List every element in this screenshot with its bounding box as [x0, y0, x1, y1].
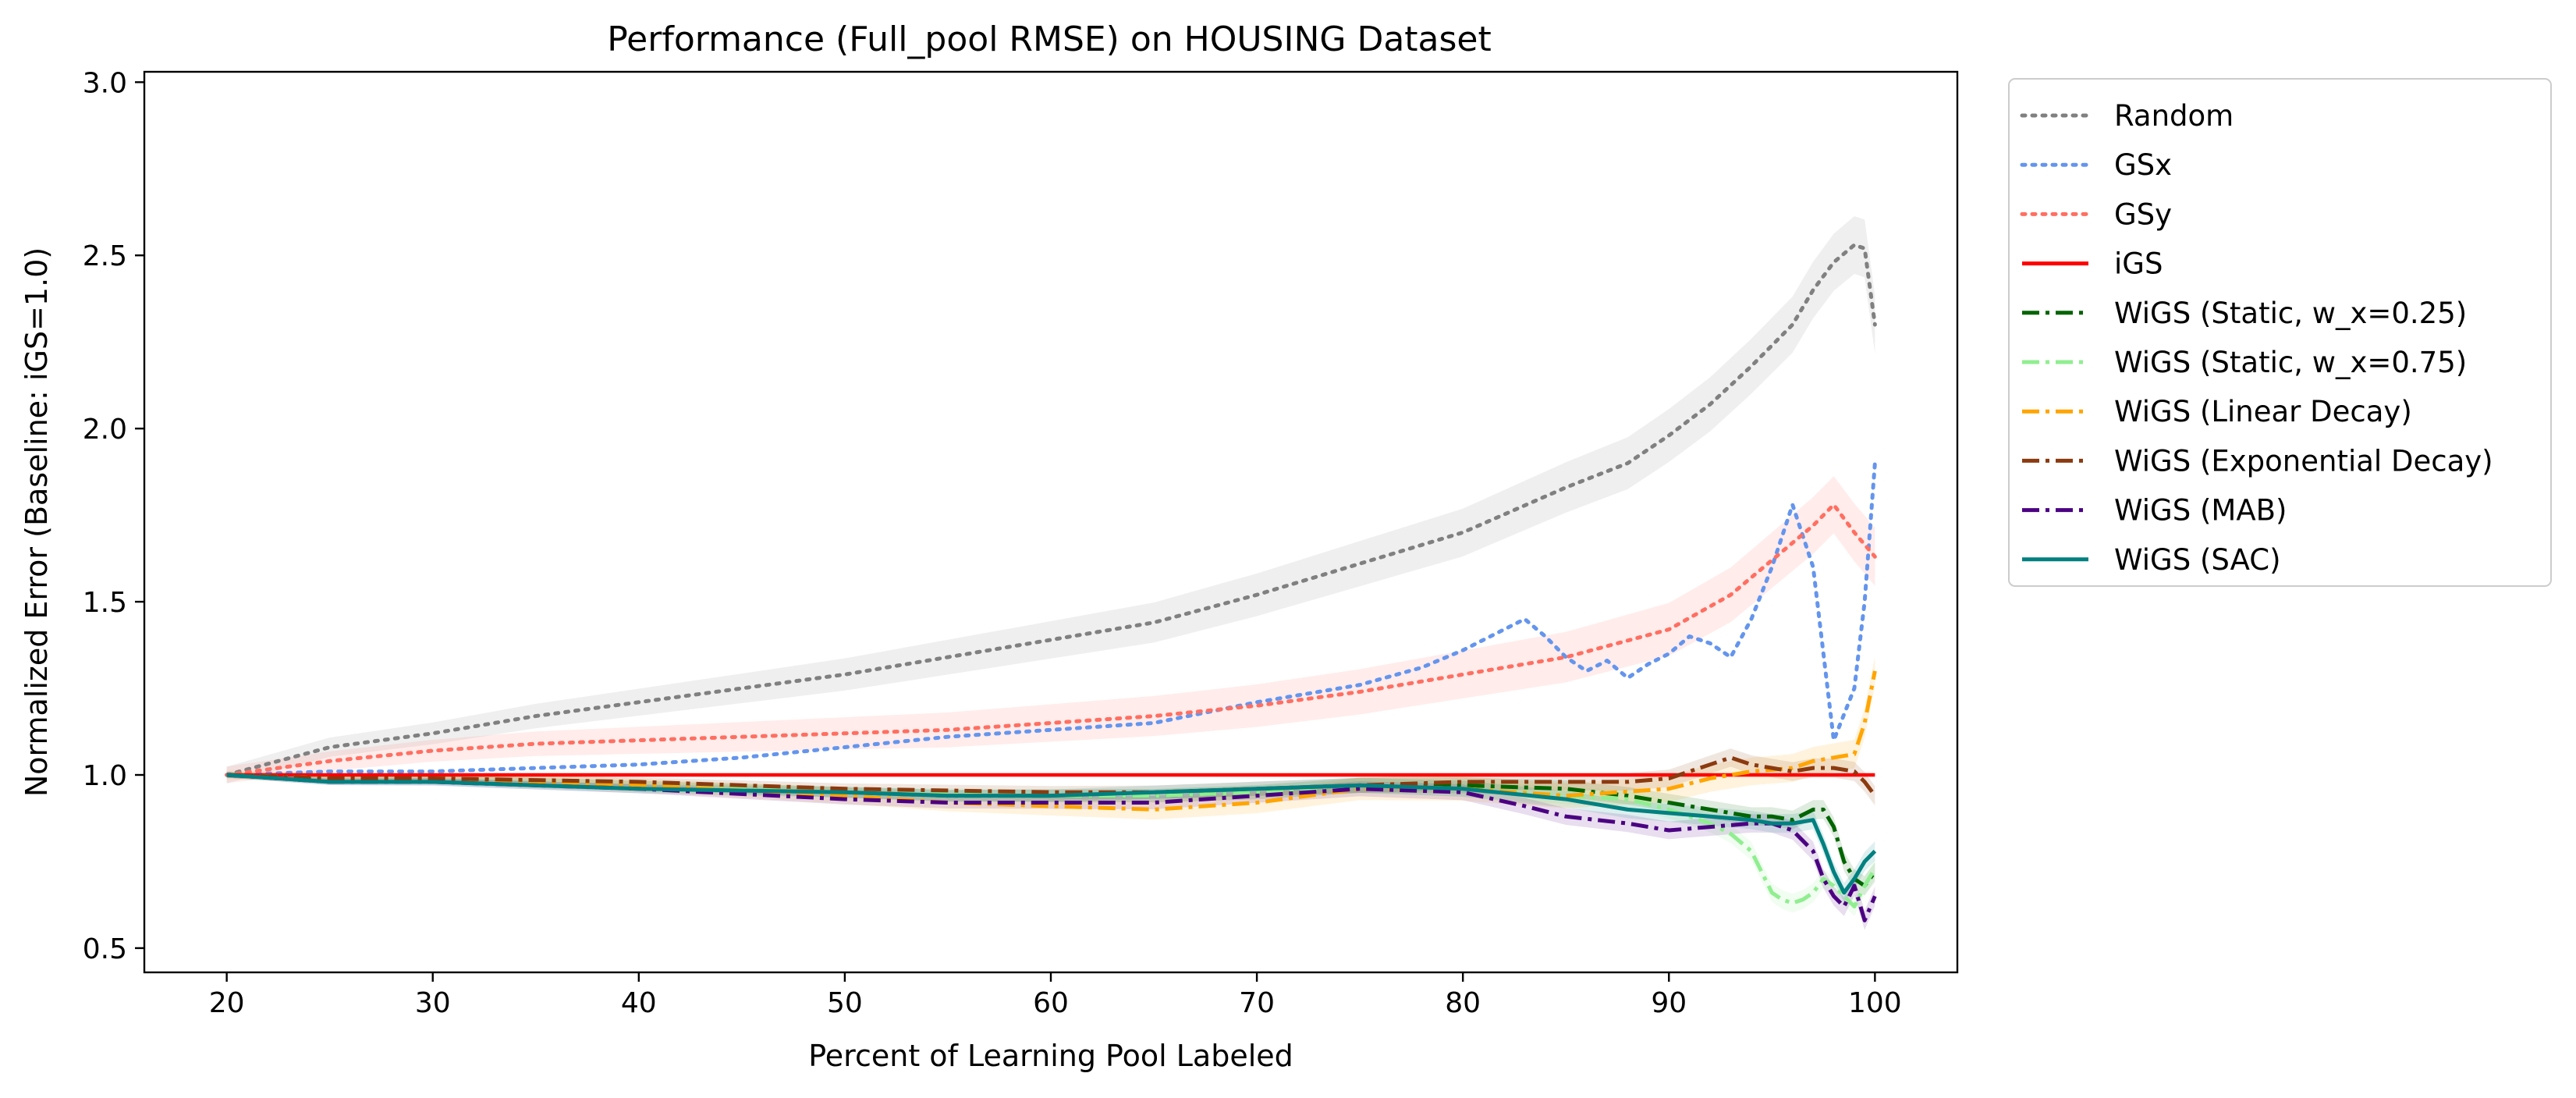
band-wigs-linear-decay — [226, 656, 1875, 820]
y-tick-label: 2.0 — [83, 414, 127, 446]
legend: Random GSx GSy iGS WiGS (Static, w_x=0.25) Wi… — [2008, 78, 2552, 587]
y-tick-label: 3.0 — [83, 67, 127, 99]
x-tick-label: 70 — [1239, 987, 1275, 1019]
x-tick-label: 100 — [1848, 987, 1902, 1019]
legend-label: WiGS (MAB) — [2114, 494, 2287, 528]
legend-label: WiGS (Exponential Decay) — [2114, 444, 2493, 478]
series-line-wigs-sac — [226, 773, 1877, 895]
legend-label: WiGS (Static, w_x=0.75) — [2114, 346, 2467, 379]
y-tick-label: 0.5 — [83, 933, 127, 965]
legend-label: WiGS (Linear Decay) — [2114, 395, 2412, 428]
legend-label: WiGS (SAC) — [2114, 543, 2281, 577]
legend-label: GSy — [2114, 197, 2172, 231]
series-line-wigs-exponential-decay — [226, 755, 1877, 798]
series-line-wigs-mab — [226, 773, 1877, 922]
legend-label: WiGS (Static, w_x=0.25) — [2114, 297, 2467, 330]
series-line-random — [225, 243, 1877, 777]
band-wigs-static-w-x-0-75 — [226, 772, 1875, 916]
series-line-gsy — [225, 503, 1877, 777]
x-tick-label: 30 — [415, 987, 451, 1019]
legend-box — [2008, 78, 2552, 587]
x-tick-label: 60 — [1033, 987, 1069, 1019]
x-tick-label: 20 — [209, 987, 245, 1019]
band-gsy — [226, 476, 1875, 784]
x-tick-label: 80 — [1445, 987, 1481, 1019]
y-tick-label: 1.0 — [83, 760, 127, 792]
band-wigs-mab — [226, 772, 1875, 930]
x-tick-label: 40 — [621, 987, 657, 1019]
chart-title: Performance (Full_pool RMSE) on HOUSING … — [607, 20, 1492, 59]
legend-label: GSx — [2114, 148, 2172, 182]
x-axis-label: Percent of Learning Pool Labeled — [808, 1039, 1293, 1073]
y-tick-label: 2.5 — [83, 240, 127, 272]
x-tick-label: 50 — [827, 987, 863, 1019]
band-random — [226, 215, 1875, 784]
x-tick-label: 90 — [1651, 987, 1687, 1019]
legend-label: Random — [2114, 99, 2234, 133]
y-tick-label: 1.5 — [83, 587, 127, 619]
legend-label: iGS — [2114, 247, 2163, 281]
band-wigs-sac — [226, 772, 1875, 903]
y-axis-label: Normalized Error (Baseline: iGS=1.0) — [20, 247, 54, 797]
series-line-gsx — [225, 461, 1877, 777]
